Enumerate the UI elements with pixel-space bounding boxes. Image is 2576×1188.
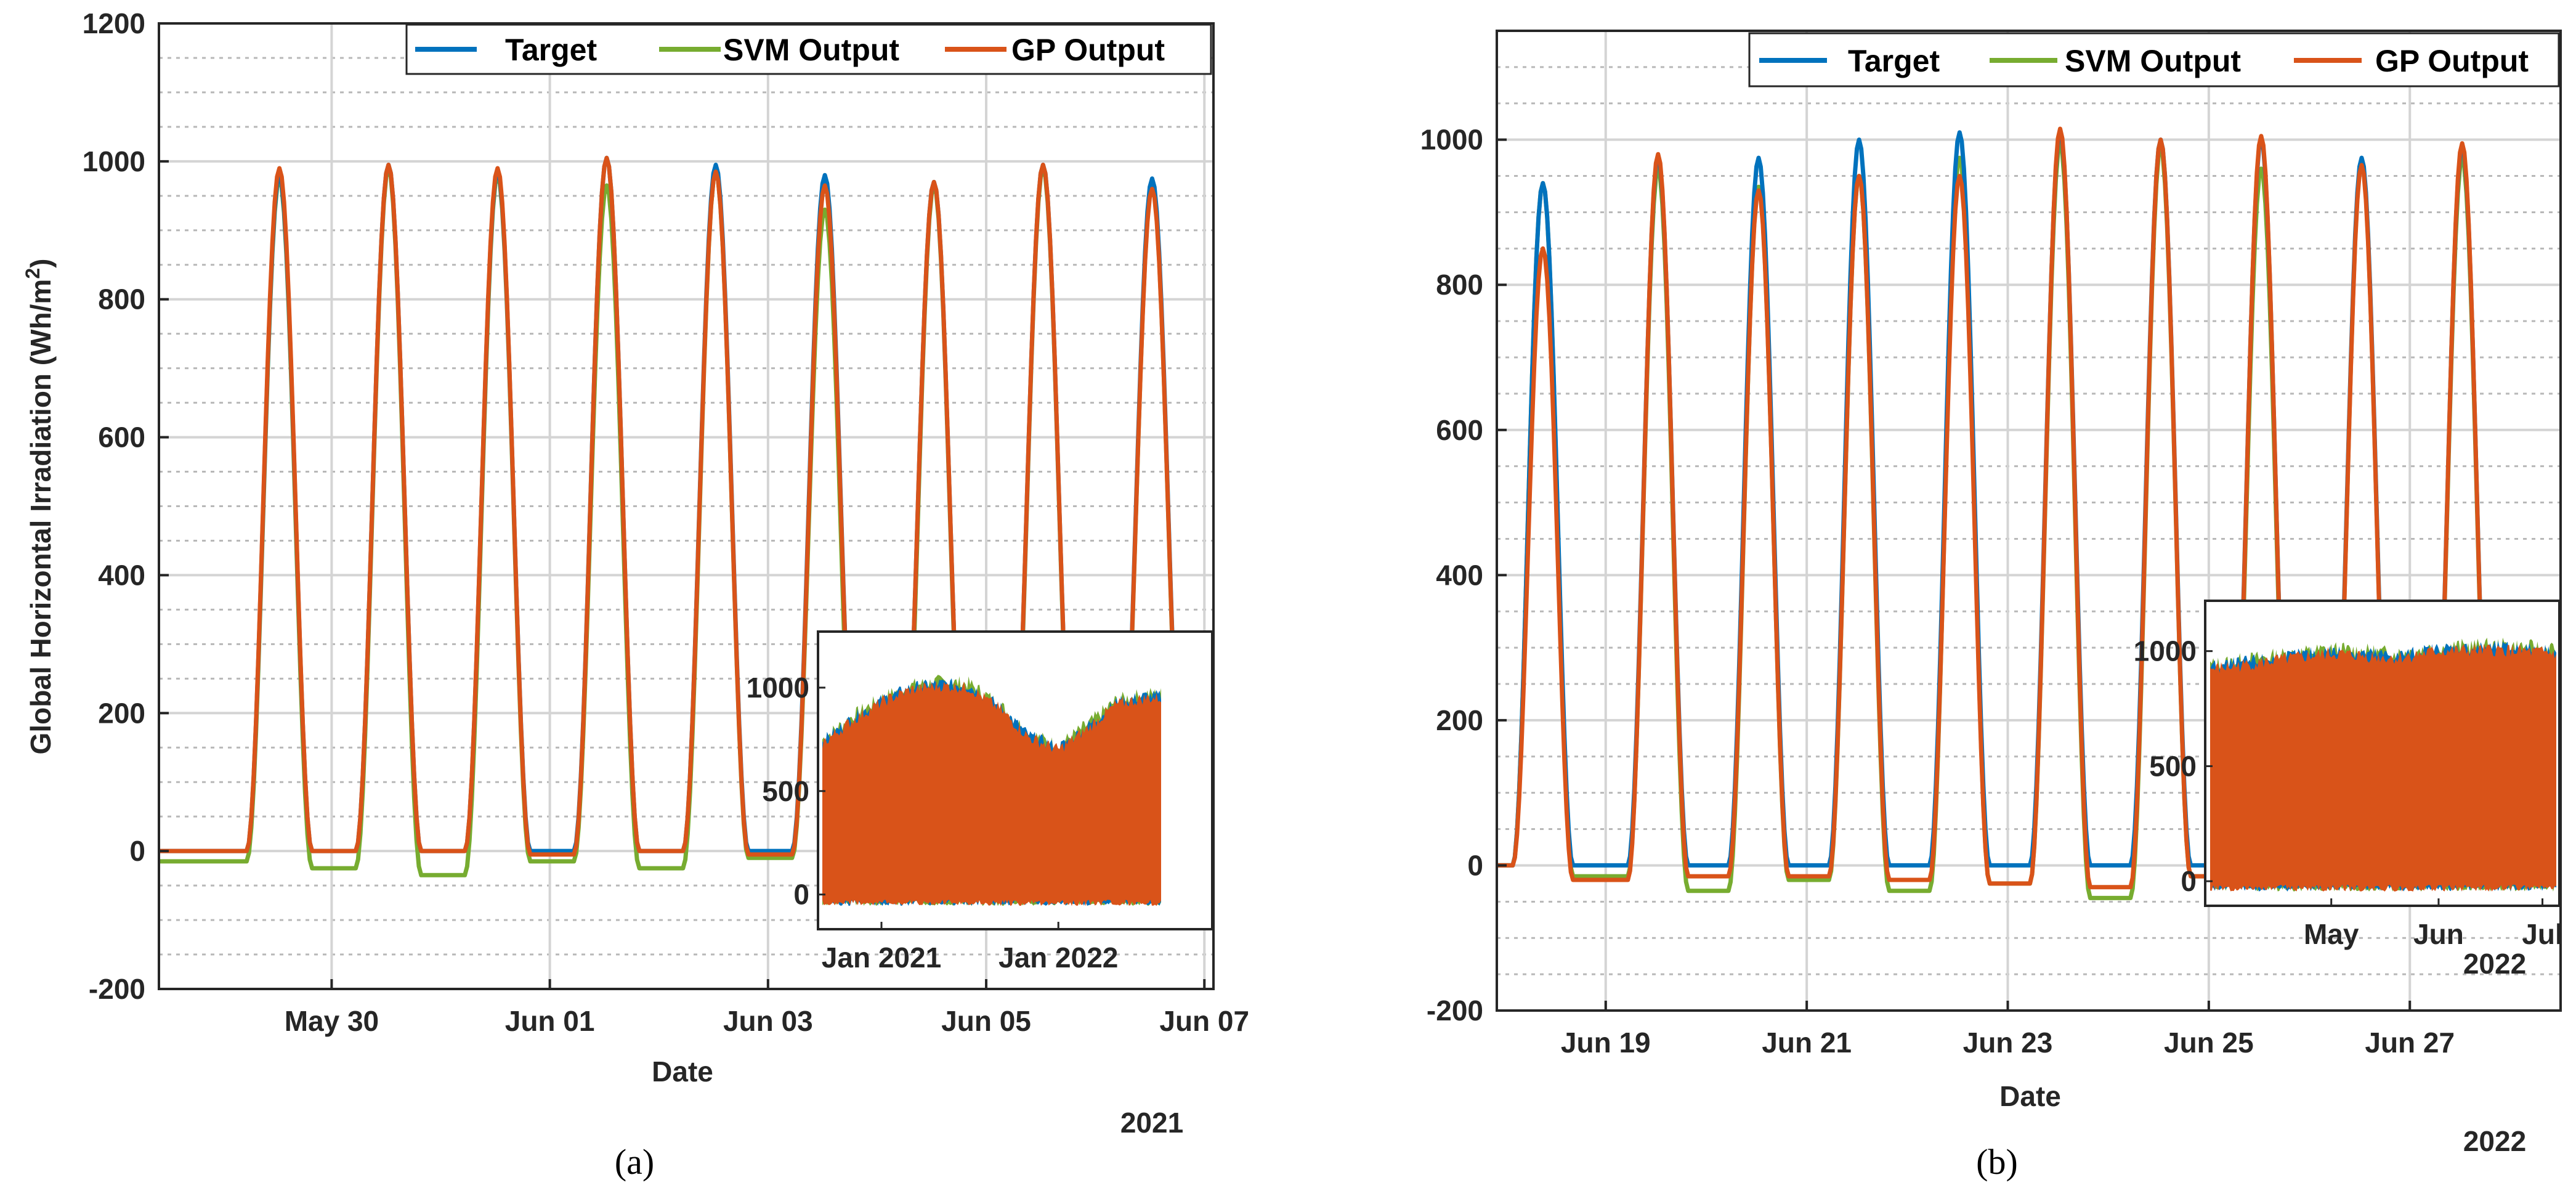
series-line-gp-output	[159, 155, 1213, 857]
y-tick-label: 1000	[83, 145, 145, 177]
inset-gp-band	[822, 681, 1161, 906]
y-tick-label: 600	[98, 421, 145, 454]
panel-a-year-label: 2021	[1120, 1107, 1183, 1139]
x-tick-label: Jun 27	[2365, 1027, 2455, 1059]
panel-b: -200 0 200 400 600 800 1000 Jun 19 Jun 21 Jun 23…	[1420, 30, 2563, 1182]
panel-b-inset-series	[2210, 637, 2556, 892]
y-tick-label: -200	[89, 973, 145, 1005]
inset-x-tick-label: Jun	[2413, 918, 2464, 950]
panel-b-inset-year-label: 2022	[2463, 948, 2526, 980]
series-line-gp-output	[1497, 126, 2561, 890]
x-tick-label: Jun 21	[1762, 1027, 1852, 1059]
inset-x-tick-label: Jul	[2522, 918, 2562, 950]
y-tick-label: 600	[1436, 414, 1483, 446]
panel-b-legend: Target SVM Output GP Output	[1748, 32, 2560, 87]
panel-a-y-axis-label-main: Global Horizontal Irradiation (Wh/m	[25, 279, 57, 755]
y-tick-label: 800	[98, 283, 145, 315]
panel-a-inset: 0 500 1000 Jan 2021 Jan 2022	[747, 630, 1213, 974]
panel-a-legend-box	[405, 23, 1212, 75]
panel-b-legend-box	[1748, 32, 2560, 87]
x-tick-label: Jun 23	[1963, 1027, 2053, 1059]
panel-a-y-axis-label-tail: )	[25, 259, 57, 268]
panel-a-inset-ticks: 0 500 1000 Jan 2021 Jan 2022	[747, 672, 1119, 974]
panel-a-y-axis-label: Global Horizontal Irradiation (Wh/m2)	[22, 259, 57, 755]
panel-a-grid	[159, 22, 1213, 990]
panel-a-legend: Target SVM Output GP Output	[405, 23, 1212, 75]
x-tick-label: Jun 25	[2164, 1027, 2254, 1059]
x-tick-label: May 30	[285, 1005, 379, 1037]
panel-b-year-label: 2022	[2463, 1125, 2526, 1157]
panel-b-series	[1497, 126, 2561, 900]
x-tick-label: Jun 19	[1561, 1027, 1651, 1059]
y-tick-label: 800	[1436, 269, 1483, 301]
y-tick-label: 200	[1436, 704, 1483, 736]
panel-b-inset-ticks: 0 500 1000 May Jun Jul	[2134, 635, 2563, 950]
panel-a-x-ticks: May 30 Jun 01 Jun 03 Jun 05 Jun 07	[285, 979, 1249, 1037]
panel-b-y-ticks: -200 0 200 400 600 800 1000	[1420, 124, 1507, 1027]
panel-b-legend-svm: SVM Output	[2065, 44, 2241, 78]
panel-b-label: (b)	[1976, 1142, 2018, 1182]
panel-a-label: (a)	[615, 1142, 654, 1182]
inset-x-tick-label: Jan 2022	[998, 942, 1118, 974]
panel-b-x-ticks: Jun 19 Jun 21 Jun 23 Jun 25 Jun 27	[1561, 1001, 2455, 1059]
panel-a-y-axis-label-superscript: 2	[22, 268, 44, 279]
y-tick-label: 200	[98, 697, 145, 729]
panel-b-axes-box	[1496, 30, 2562, 1012]
y-tick-label: 1000	[1420, 124, 1483, 156]
x-tick-label: Jun 05	[941, 1005, 1031, 1037]
x-tick-label: Jun 03	[723, 1005, 813, 1037]
panel-a-legend-gp: GP Output	[1011, 33, 1165, 67]
y-tick-label: 400	[1436, 559, 1483, 591]
y-tick-label: 1200	[83, 7, 145, 39]
panel-b-x-axis-label: Date	[1999, 1080, 2061, 1112]
panel-a-legend-svm: SVM Output	[723, 33, 899, 67]
panel-b-legend-target: Target	[1848, 44, 1940, 78]
panel-b-inset: 0 500 1000 May Jun Jul 2022	[2134, 600, 2563, 980]
inset-gp-band	[2210, 643, 2556, 892]
inset-y-tick-label: 0	[793, 879, 809, 911]
panel-b-legend-gp: GP Output	[2375, 44, 2529, 78]
inset-y-tick-label: 1000	[747, 672, 809, 704]
inset-x-tick-label: Jan 2021	[822, 942, 941, 974]
y-tick-label: -200	[1427, 995, 1483, 1027]
panel-a-axes-box	[158, 22, 1215, 990]
inset-y-tick-label: 500	[762, 775, 809, 807]
panel-a-inset-series	[822, 675, 1161, 906]
y-tick-label: 400	[98, 559, 145, 591]
panel-a-x-axis-label: Date	[652, 1056, 713, 1088]
inset-x-tick-label: May	[2304, 918, 2359, 950]
inset-y-tick-label: 0	[2181, 865, 2197, 897]
panel-a-legend-target: Target	[505, 33, 597, 67]
panel-a-y-ticks: -200 0 200 400 600 800 1000 1200	[83, 7, 169, 1005]
panel-a-series	[159, 155, 1213, 877]
y-tick-label: 0	[1467, 849, 1483, 881]
inset-y-tick-label: 500	[2149, 750, 2197, 782]
x-tick-label: Jun 01	[505, 1005, 595, 1037]
inset-y-tick-label: 1000	[2134, 635, 2197, 667]
panel-a: -200 0 200 400 600 800 1000 1200 May 30 Jun 01 Ju…	[22, 7, 1249, 1182]
x-tick-label: Jun 07	[1159, 1005, 1249, 1037]
y-tick-label: 0	[129, 835, 145, 867]
